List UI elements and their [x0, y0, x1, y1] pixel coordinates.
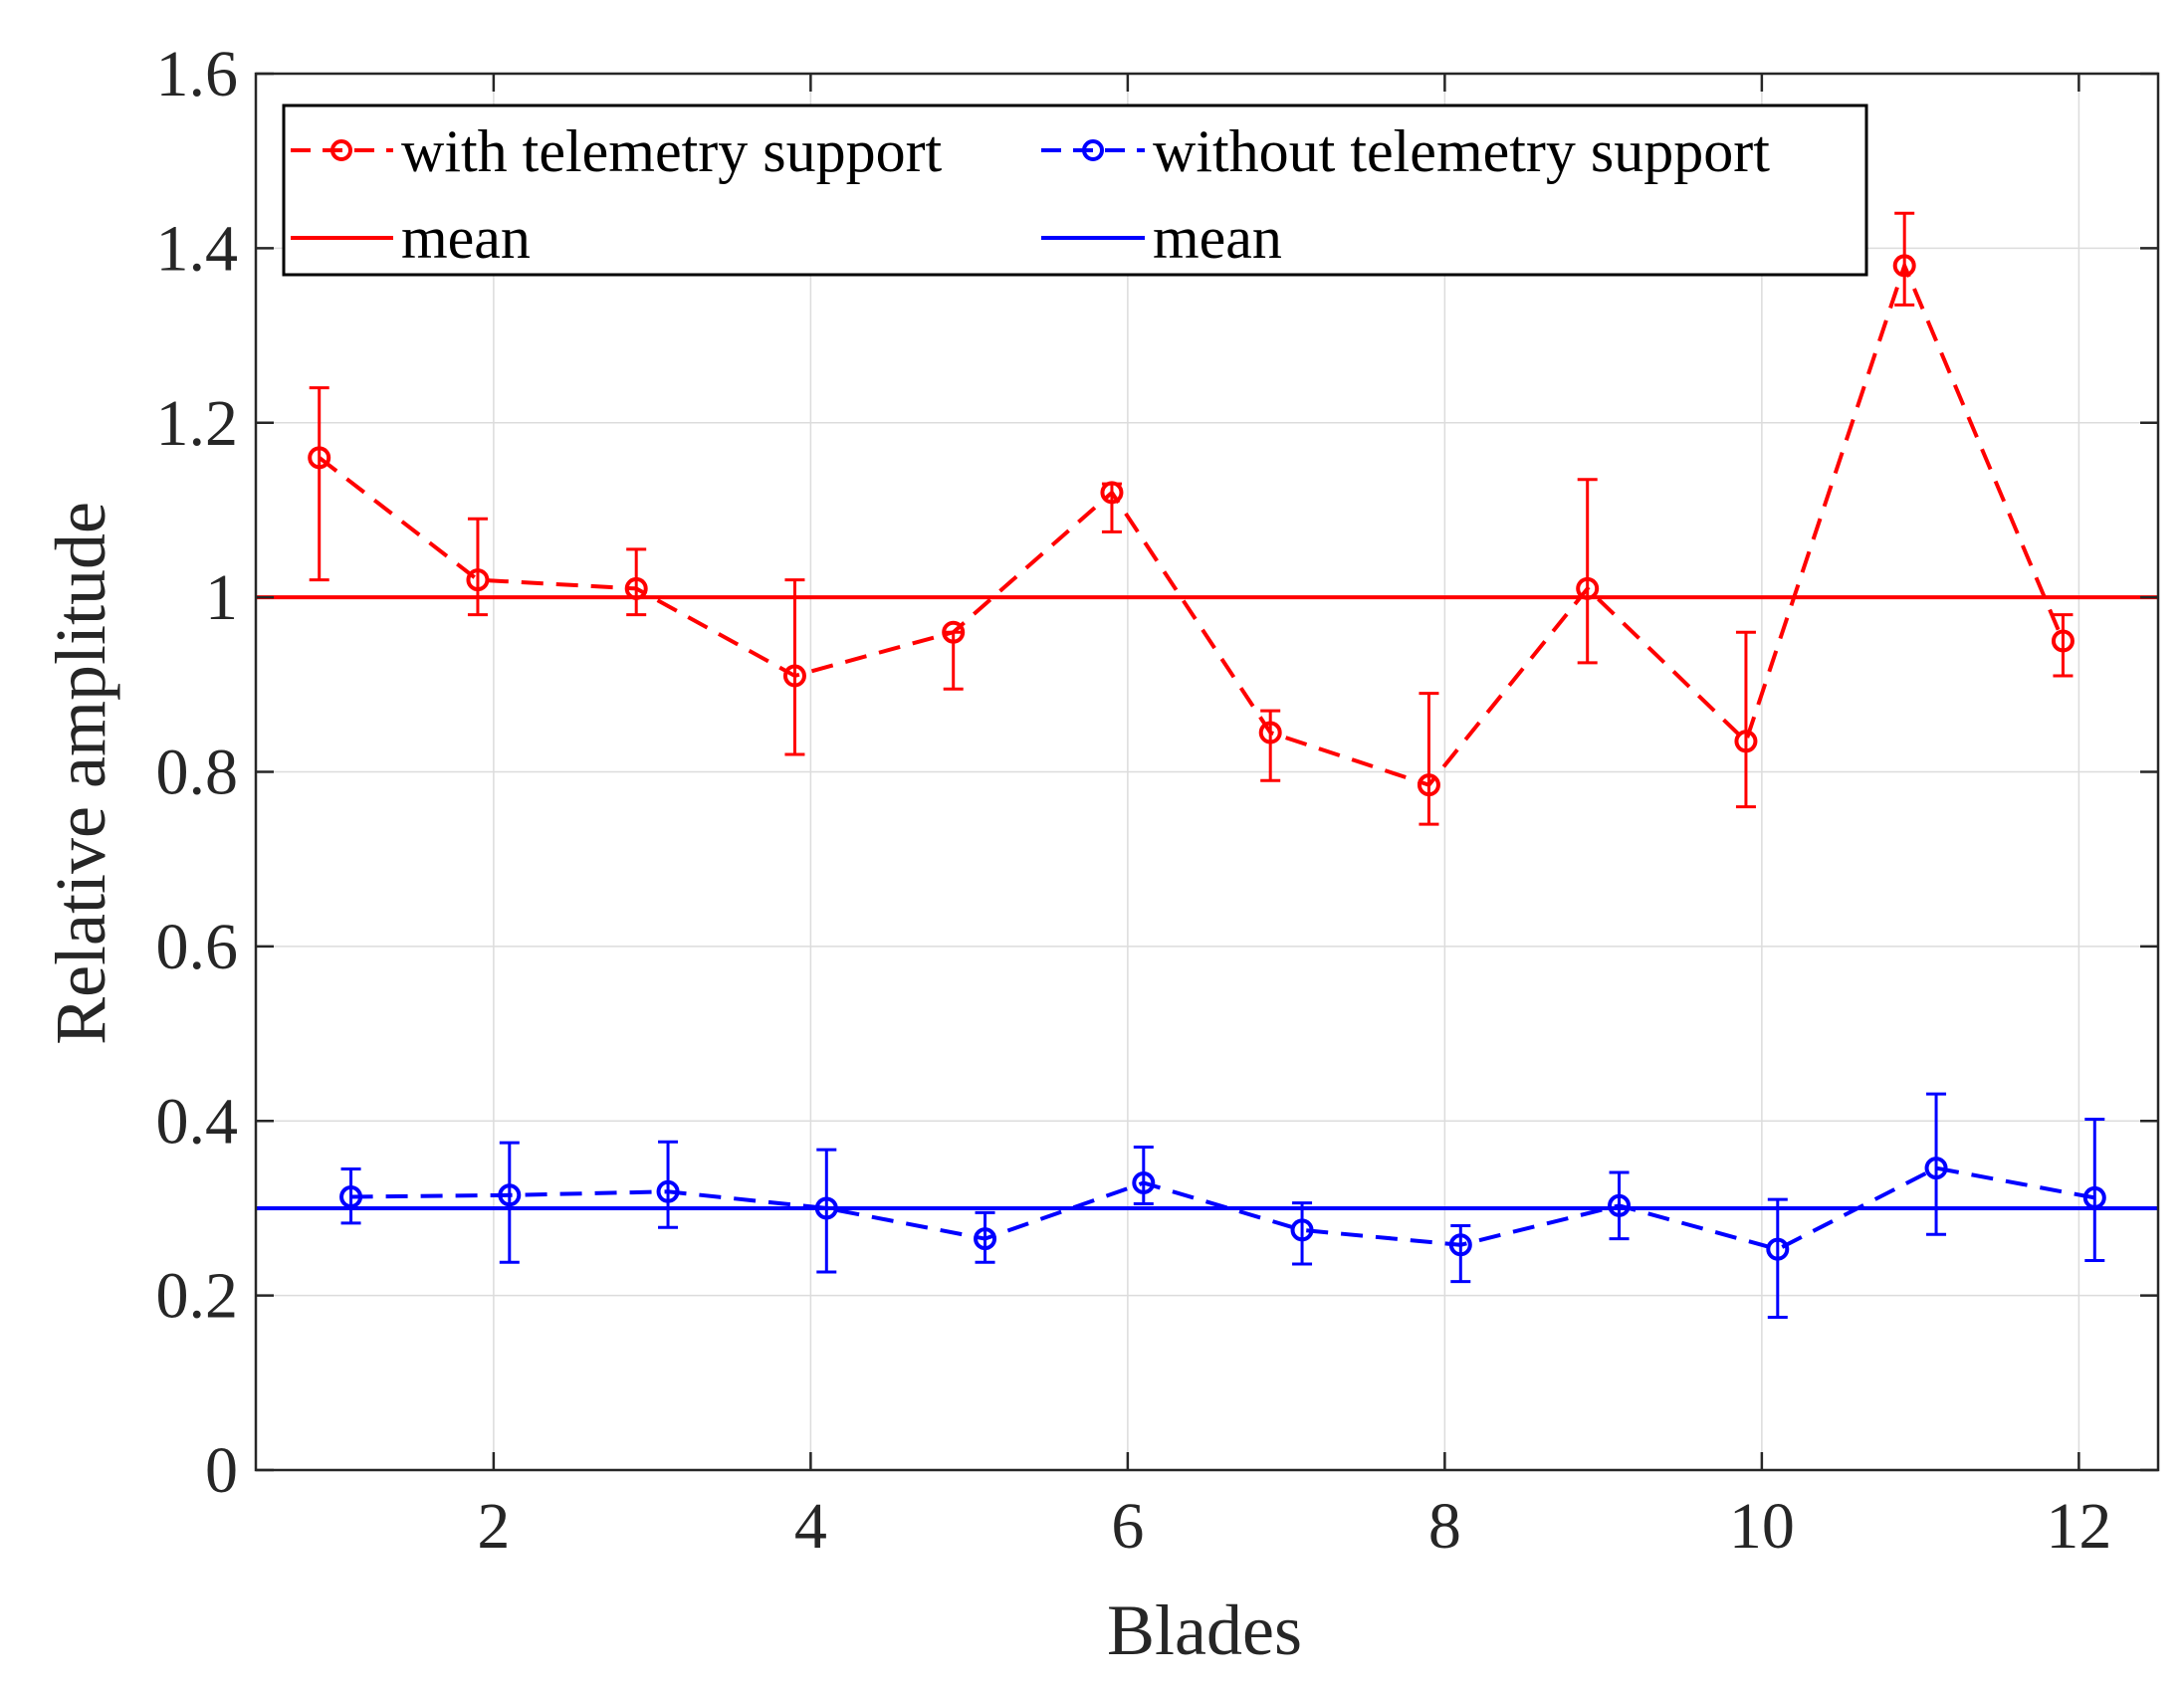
y-tick-label: 1.2	[156, 387, 239, 460]
data-point	[339, 1185, 363, 1209]
y-tick-label: 1.4	[156, 212, 239, 285]
data-point	[308, 446, 331, 470]
y-tick-label: 0.4	[156, 1085, 239, 1158]
x-tick-label: 12	[2046, 1490, 2111, 1563]
legend-label: mean	[1153, 205, 1282, 271]
data-point	[1734, 730, 1758, 753]
data-point	[1417, 773, 1440, 797]
legend: with telemetry support without telemetry…	[282, 104, 1868, 277]
data-point	[814, 1196, 838, 1220]
x-tick-label: 2	[477, 1490, 510, 1563]
x-axis-label: Blades	[1107, 1590, 1302, 1670]
data-point	[1608, 1193, 1632, 1217]
legend-entry-mean-blue: mean	[1041, 205, 1282, 271]
series-line	[318, 260, 2066, 788]
y-tick-label: 0	[205, 1434, 238, 1507]
legend-marker-red	[330, 139, 352, 161]
data-point	[1132, 1171, 1156, 1195]
data-point	[1290, 1218, 1314, 1242]
series-layer	[308, 211, 2106, 1320]
y-tick-label: 1	[205, 561, 238, 634]
data-point	[1448, 1233, 1472, 1257]
y-tick-label: 0.6	[156, 911, 239, 983]
data-point	[942, 620, 966, 644]
data-point	[2051, 629, 2075, 653]
legend-entry-with-telemetry: with telemetry support	[291, 118, 943, 184]
legend-entry-without-telemetry: without telemetry support	[1041, 118, 1770, 184]
y-tick-label: 0.8	[156, 737, 239, 809]
data-point	[1892, 254, 1916, 278]
data-point	[1576, 576, 1600, 600]
legend-marker-blue	[1082, 139, 1104, 161]
mean-lines	[256, 595, 2158, 1210]
data-point	[974, 1227, 997, 1251]
x-tick-label: 10	[1729, 1490, 1795, 1563]
x-tick-label: 6	[1111, 1490, 1144, 1563]
data-point	[498, 1183, 522, 1207]
y-tick-label: 0.2	[156, 1260, 239, 1333]
legend-label: without telemetry support	[1153, 118, 1770, 184]
series-line	[350, 1165, 2095, 1252]
data-point	[2082, 1185, 2106, 1209]
legend-label: mean	[401, 205, 531, 271]
x-tick-label: 4	[794, 1490, 827, 1563]
data-point	[624, 576, 648, 600]
legend-box	[282, 104, 1868, 277]
data-point	[466, 568, 490, 592]
legend-label: with telemetry support	[401, 118, 943, 184]
y-tick-label: 1.6	[156, 38, 239, 110]
data-point	[1258, 721, 1282, 744]
data-point	[1924, 1157, 1948, 1180]
series-without-telemetry	[339, 1092, 2106, 1320]
data-point	[782, 664, 806, 688]
data-point	[1100, 481, 1124, 505]
axes	[254, 72, 2160, 1472]
legend-entry-mean-red: mean	[291, 205, 531, 271]
data-point	[1766, 1237, 1790, 1261]
tick-labels: 2 4 6 8 10 12 0 0.2 0.4 0.6 0.8 1 1.2 1.4 1.6	[156, 38, 2112, 1563]
data-point	[656, 1179, 680, 1203]
series-with-telemetry	[308, 211, 2075, 826]
x-tick-label: 8	[1428, 1490, 1461, 1563]
y-axis-label: Relative amplitude	[41, 502, 120, 1045]
